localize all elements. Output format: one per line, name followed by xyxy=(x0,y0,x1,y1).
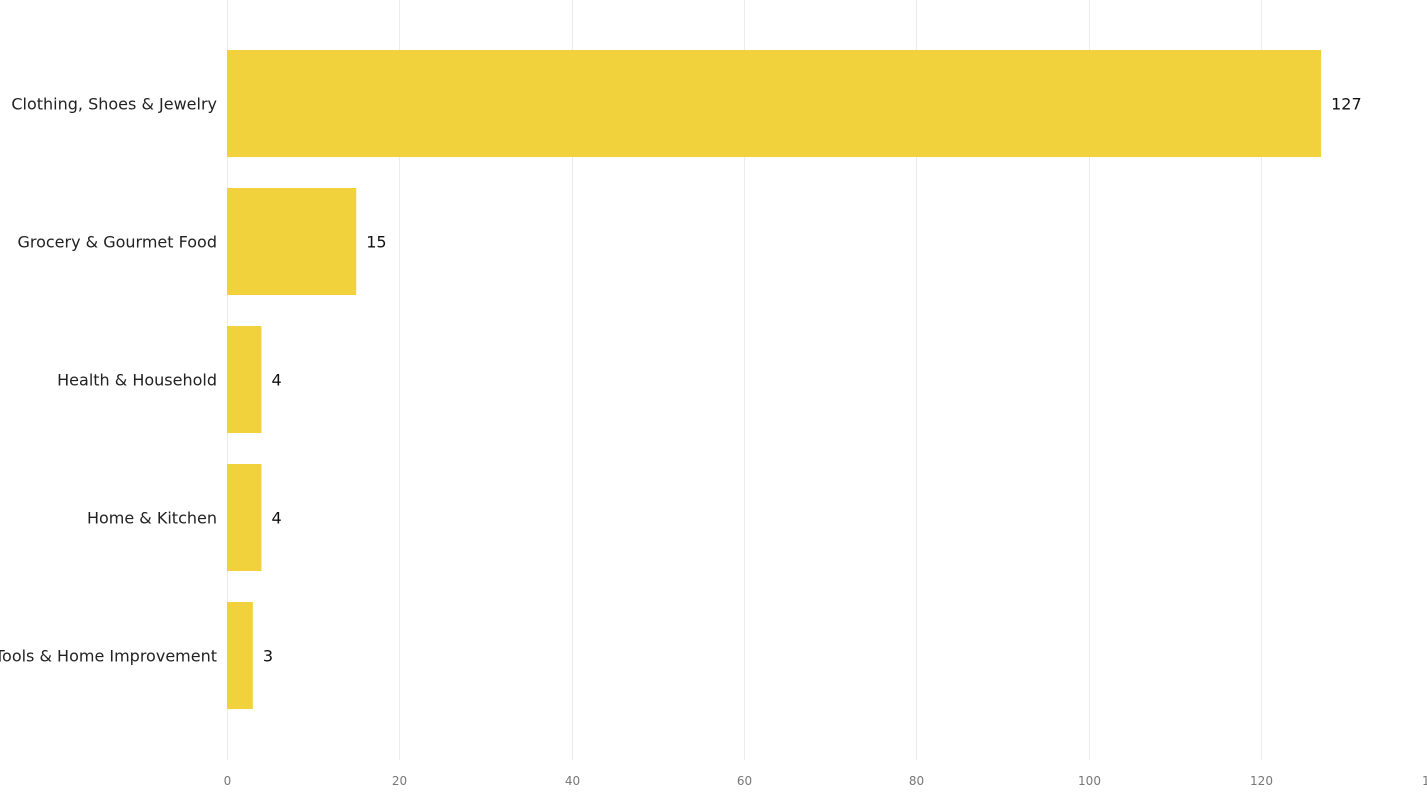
x-tick-label: 140 xyxy=(1422,774,1427,788)
category-label: Tools & Home Improvement xyxy=(0,647,217,666)
x-tick-label: 40 xyxy=(565,774,580,788)
x-tick-label: 80 xyxy=(909,774,924,788)
category-label: Health & Household xyxy=(57,371,217,390)
data-label: 15 xyxy=(366,233,386,252)
category-label: Clothing, Shoes & Jewelry xyxy=(11,95,217,114)
category-labels: Clothing, Shoes & Jewelry Grocery & Gourm… xyxy=(0,95,217,666)
x-tick-label: 60 xyxy=(737,774,752,788)
x-axis-ticks: 0 20 40 60 80 100 120 140 xyxy=(224,774,1427,788)
bar[interactable] xyxy=(227,188,357,295)
data-label: 127 xyxy=(1331,95,1362,114)
x-tick-label: 100 xyxy=(1078,774,1101,788)
x-tick-label: 0 xyxy=(224,774,232,788)
data-label: 4 xyxy=(271,371,281,390)
x-tick-label: 120 xyxy=(1250,774,1273,788)
bar[interactable] xyxy=(227,326,262,433)
bar[interactable] xyxy=(227,602,253,709)
bar[interactable] xyxy=(227,50,1322,157)
bar[interactable] xyxy=(227,464,262,571)
category-label: Grocery & Gourmet Food xyxy=(17,233,217,252)
category-label: Home & Kitchen xyxy=(87,509,217,528)
data-label: 4 xyxy=(271,509,281,528)
x-tick-label: 20 xyxy=(392,774,407,788)
data-label: 3 xyxy=(263,647,273,666)
data-labels: 127 15 4 4 3 xyxy=(263,95,1362,666)
bars xyxy=(227,50,1322,709)
